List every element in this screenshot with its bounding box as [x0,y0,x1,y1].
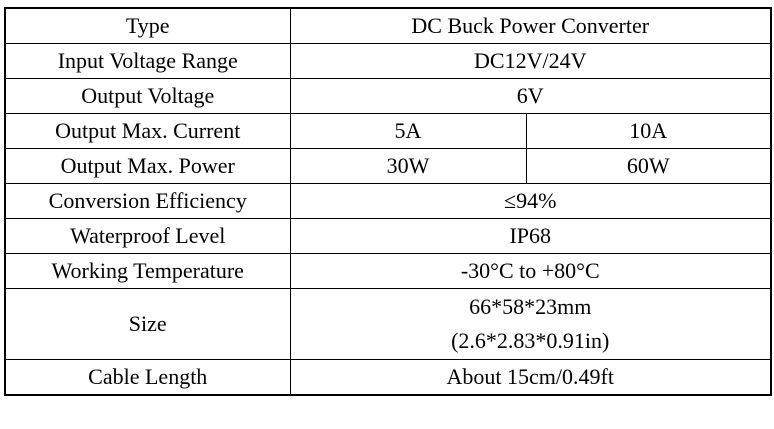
table-row: Output Max. Current 5A 10A [4,113,772,149]
row-value: DC12V/24V [289,43,772,79]
table-row: Conversion Efficiency ≤94% [4,183,772,219]
row-label: Conversion Efficiency [4,183,291,219]
row-value: 5A [289,113,527,149]
table-row: Waterproof Level IP68 [4,218,772,254]
table-row: Output Max. Power 30W 60W [4,148,772,184]
row-value: About 15cm/0.49ft [289,359,772,396]
row-value: 30W [289,148,527,184]
table-row: Working Temperature -30°C to +80°C [4,253,772,289]
value-line: (2.6*2.83*0.91in) [451,328,610,353]
table-row: Cable Length About 15cm/0.49ft [4,359,772,396]
table-row: Input Voltage Range DC12V/24V [4,43,772,79]
row-value: 10A [525,113,772,149]
row-label: Output Max. Power [4,148,291,184]
row-label: Waterproof Level [4,218,291,254]
row-value: ≤94% [289,183,772,219]
row-value: 66*58*23mm (2.6*2.83*0.91in) [289,288,772,360]
row-value: IP68 [289,218,772,254]
row-label: Working Temperature [4,253,291,289]
row-label: Output Max. Current [4,113,291,149]
row-value: -30°C to +80°C [289,253,772,289]
row-value: 6V [289,78,772,114]
value-line: 66*58*23mm [469,294,592,319]
row-value: 60W [525,148,772,184]
row-label: Size [4,288,291,360]
row-value: DC Buck Power Converter [289,7,772,44]
table-row: Type DC Buck Power Converter [4,7,772,44]
table-row: Output Voltage 6V [4,78,772,114]
row-label: Input Voltage Range [4,43,291,79]
row-label: Cable Length [4,359,291,396]
table-row: Size 66*58*23mm (2.6*2.83*0.91in) [4,288,772,360]
spec-table: Type DC Buck Power Converter Input Voltage… [4,7,772,396]
row-label: Type [4,7,291,44]
row-label: Output Voltage [4,78,291,114]
